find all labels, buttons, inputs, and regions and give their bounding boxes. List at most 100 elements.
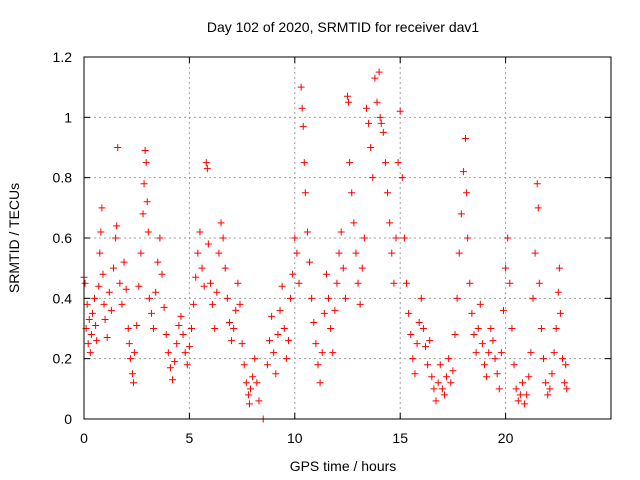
data-point: [365, 119, 373, 127]
y-tick-label: 1: [64, 109, 72, 125]
data-point: [474, 325, 482, 332]
data-point: [535, 279, 543, 287]
data-point: [88, 309, 96, 317]
data-point: [223, 294, 231, 302]
data-point: [345, 98, 353, 106]
data-point: [430, 385, 438, 393]
data-point: [314, 361, 322, 369]
data-point: [426, 337, 434, 345]
x-tick-label: 20: [498, 430, 514, 446]
data-point: [135, 282, 143, 290]
data-point: [487, 325, 495, 332]
data-point: [453, 294, 461, 302]
data-point: [375, 68, 383, 76]
data-point: [126, 355, 134, 363]
data-point: [542, 379, 550, 387]
data-point: [485, 349, 493, 357]
data-point: [341, 294, 349, 302]
data-point: [164, 349, 172, 357]
data-point: [392, 234, 400, 242]
data-point: [384, 189, 392, 197]
data-point: [388, 249, 396, 257]
data-point: [91, 294, 99, 302]
data-point: [371, 74, 379, 82]
data-point: [451, 331, 459, 339]
data-point: [133, 321, 141, 329]
data-point: [298, 104, 306, 112]
data-point: [552, 325, 560, 332]
data-point: [181, 349, 189, 357]
x-tick-labels: 0 5 10 15 20: [80, 430, 513, 446]
data-point: [192, 273, 200, 281]
data-point: [113, 222, 121, 230]
data-point: [554, 288, 562, 296]
data-point: [147, 309, 155, 317]
data-point: [272, 370, 280, 378]
data-point: [350, 219, 358, 227]
data-point: [358, 264, 366, 272]
data-point: [531, 249, 539, 257]
data-point: [562, 361, 570, 369]
data-point: [449, 367, 457, 375]
data-point: [156, 234, 164, 242]
data-point: [209, 300, 217, 308]
data-point: [421, 343, 429, 351]
data-point: [284, 337, 292, 345]
data-point: [481, 361, 489, 369]
data-point: [367, 144, 375, 151]
data-point: [424, 361, 432, 369]
data-point: [327, 325, 335, 332]
data-point: [308, 294, 316, 302]
data-point: [84, 340, 92, 348]
data-point: [329, 349, 337, 357]
data-point: [369, 174, 377, 182]
data-point: [322, 270, 330, 278]
data-point: [116, 279, 124, 287]
data-point: [398, 174, 406, 182]
data-point: [405, 309, 413, 317]
data-point: [310, 318, 318, 326]
data-point: [464, 234, 472, 242]
data-point: [255, 397, 263, 405]
data-point: [550, 349, 558, 357]
data-point: [289, 270, 297, 278]
y-tick-label: 0.2: [53, 351, 73, 367]
data-point: [472, 349, 480, 357]
data-point: [236, 300, 244, 308]
data-point: [504, 234, 512, 242]
x-tick-label: 5: [186, 430, 194, 446]
data-point: [137, 249, 145, 257]
data-point: [120, 258, 128, 266]
data-point: [506, 279, 514, 287]
data-point: [85, 315, 93, 323]
data-point: [400, 234, 408, 242]
data-point: [87, 331, 95, 339]
data-point: [95, 282, 103, 290]
data-point: [93, 337, 101, 345]
data-point: [194, 249, 202, 257]
data-point: [546, 385, 554, 393]
data-point: [249, 373, 257, 381]
data-point: [145, 294, 153, 302]
data-point: [179, 331, 187, 339]
data-point: [130, 379, 138, 387]
data-point: [200, 282, 208, 290]
y-tick-label: 0.6: [53, 230, 73, 246]
data-point: [287, 294, 295, 302]
y-tick-label: 0: [64, 411, 72, 427]
data-point: [188, 325, 196, 332]
data-point: [459, 168, 467, 176]
data-point: [462, 134, 470, 142]
data-point: [407, 331, 415, 339]
data-point: [548, 370, 556, 378]
data-point: [183, 361, 191, 369]
data-point: [413, 340, 421, 348]
data-point: [376, 113, 384, 121]
data-point: [394, 159, 402, 167]
data-point: [495, 385, 503, 393]
y-axis-label: SRMTID / TECUs: [6, 183, 22, 293]
data-point: [333, 279, 341, 287]
data-point: [470, 331, 478, 339]
data-point: [527, 349, 535, 357]
